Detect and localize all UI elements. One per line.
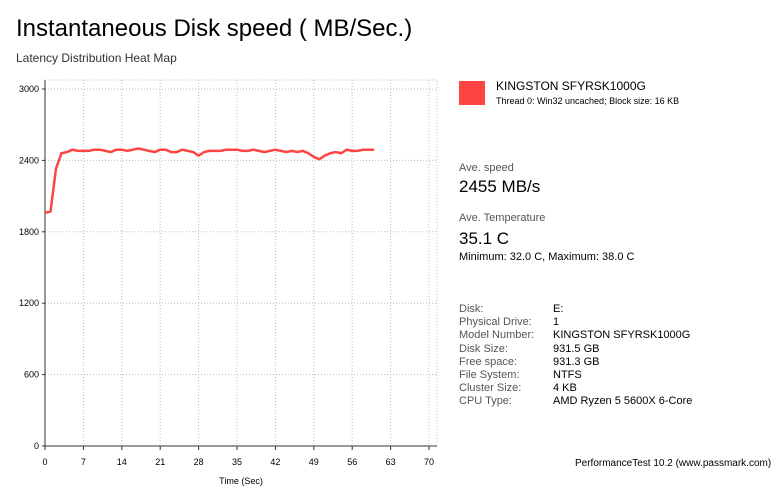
info-key: CPU Type: (459, 395, 512, 408)
footer: PerformanceTest 10.2 (www.passmark.com) (575, 458, 772, 469)
legend-swatch (459, 81, 485, 105)
info-value: NTFS (553, 369, 582, 381)
stat-value: 35.1 C (459, 229, 510, 248)
info-key: File System: (459, 369, 520, 381)
x-tick-label: 35 (232, 457, 242, 467)
chart-subtitle: Latency Distribution Heat Map (16, 51, 177, 65)
legend-detail: Thread 0: Win32 uncached; Block size: 16… (496, 96, 680, 106)
info-value: AMD Ryzen 5 5600X 6-Core (553, 395, 693, 408)
x-tick-label: 56 (347, 457, 357, 467)
x-tick-label: 42 (270, 457, 280, 467)
info-key: Model Number: (459, 329, 535, 342)
info-value: 931.5 GB (553, 342, 600, 355)
y-tick-label: 1800 (19, 227, 39, 237)
info-value: KINGSTON SFYRSK1000G (553, 329, 691, 342)
temp-range: Minimum: 32.0 C, Maximum: 38.0 C (459, 251, 635, 263)
x-tick-label: 7 (81, 457, 86, 467)
y-tick-label: 1200 (19, 298, 39, 308)
y-tick-label: 2400 (19, 155, 39, 165)
stat-label: Ave. Temperature (459, 212, 546, 224)
stat-label: Ave. speed (459, 162, 514, 174)
x-tick-label: 70 (424, 457, 434, 467)
info-key: Cluster Size: (459, 382, 522, 395)
x-tick-label: 14 (117, 457, 127, 467)
plot-area (44, 79, 438, 447)
x-tick-label: 63 (386, 457, 396, 467)
legend-name: KINGSTON SFYRSK1000G (496, 79, 646, 93)
stat-value: 2455 MB/s (459, 177, 541, 196)
info-value: 1 (553, 316, 560, 329)
y-tick-label: 0 (34, 441, 39, 451)
info-value: 931.3 GB (553, 355, 600, 368)
info-key: Free space: (459, 355, 518, 368)
x-axis-label: Time (Sec) (219, 476, 263, 486)
x-tick-label: 21 (155, 457, 165, 467)
x-tick-label: 0 (42, 457, 47, 467)
info-key: Physical Drive: (459, 316, 532, 329)
info-value: 4 KB (553, 382, 577, 395)
info-key: Disk Size: (459, 342, 508, 355)
y-tick-label: 600 (24, 370, 39, 380)
x-tick-label: 49 (309, 457, 319, 467)
line-series (44, 147, 375, 214)
info-value: E: (553, 303, 564, 315)
chart-title: Instantaneous Disk speed ( MB/Sec.) (16, 15, 412, 42)
info-key: Disk: (459, 303, 484, 315)
x-tick-label: 28 (194, 457, 204, 467)
y-tick-label: 3000 (19, 84, 39, 94)
